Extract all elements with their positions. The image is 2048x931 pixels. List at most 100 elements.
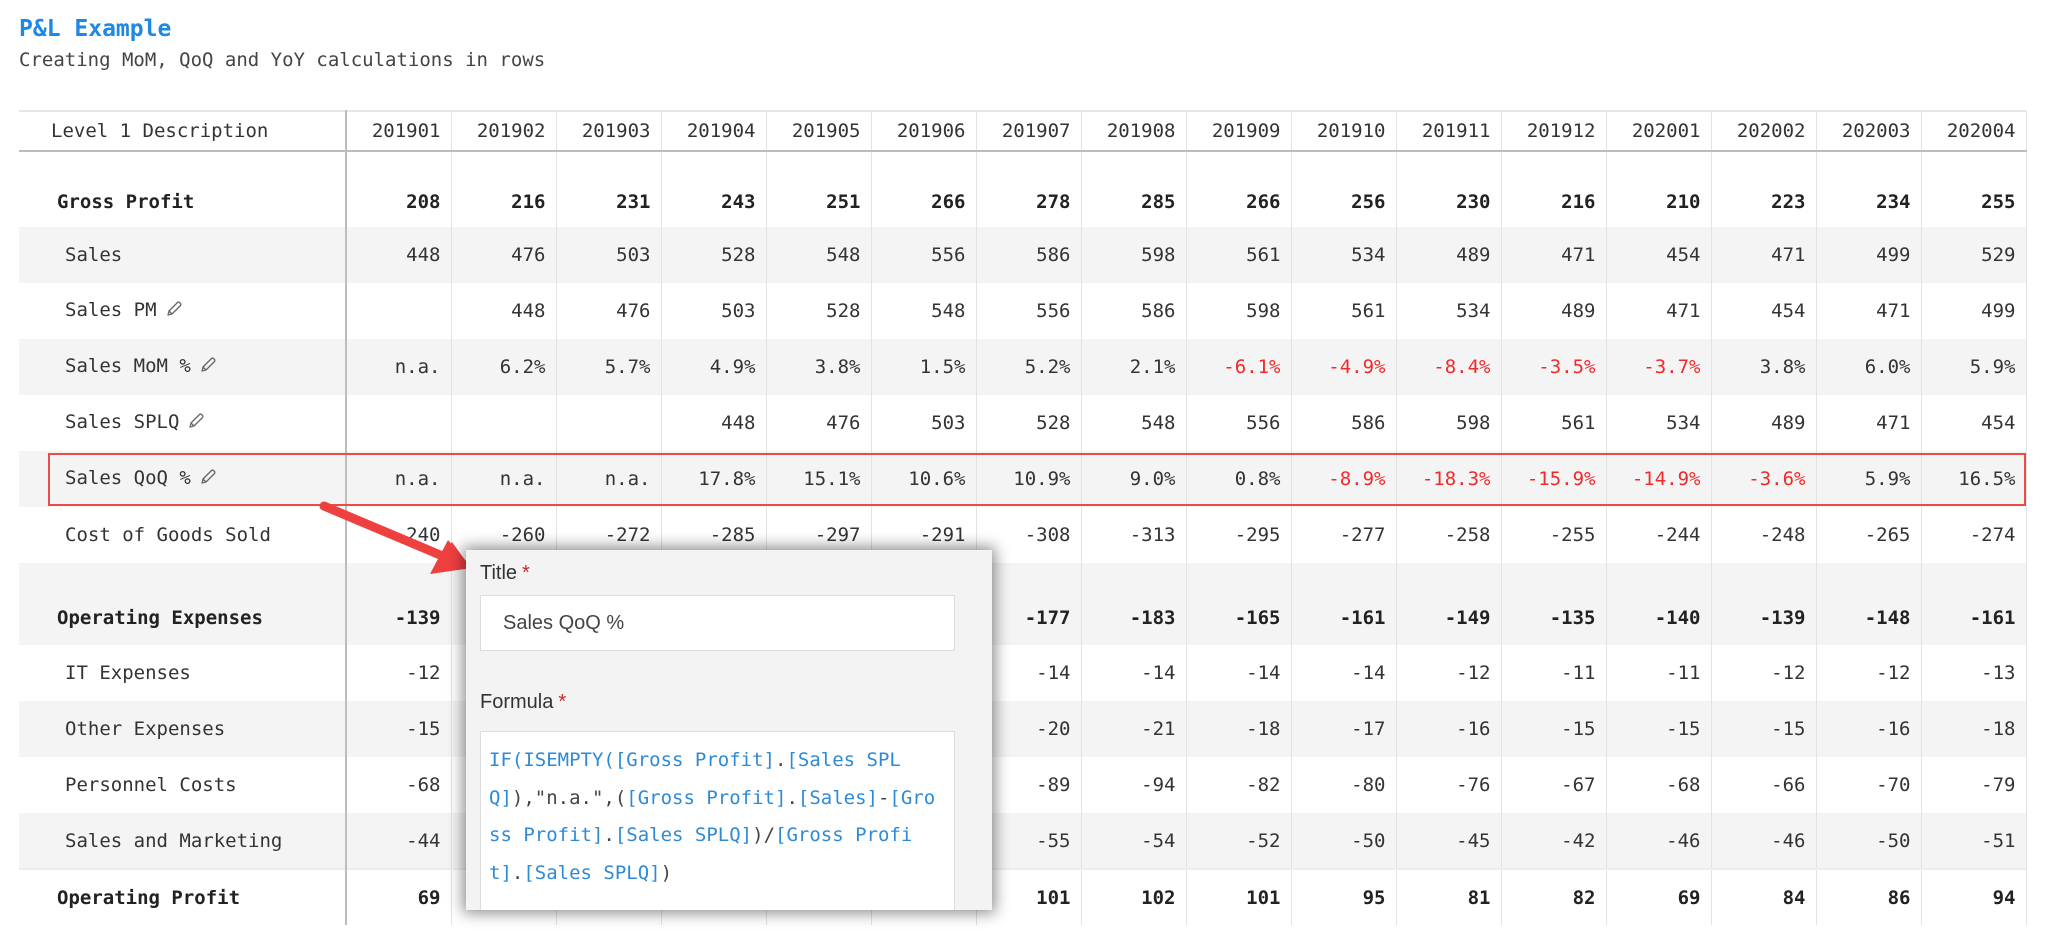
formula-token: )/ — [752, 824, 776, 846]
table-cell: 102 — [1081, 869, 1187, 925]
table-row: Sales PM 448 476 503 528 548 556 586 598 561 534 48… — [19, 283, 2027, 339]
table-cell: 448 — [661, 395, 767, 451]
table-cell: 5.2% — [976, 339, 1082, 395]
formula-token: [Sales SPLQ] — [489, 749, 901, 809]
column-header[interactable]: 202004 — [1921, 110, 2027, 152]
table-cell: -140 — [1606, 563, 1712, 645]
table-cell: -55 — [976, 813, 1082, 869]
table-cell: 210 — [1606, 151, 1712, 227]
table-cell: -14 — [1081, 645, 1187, 701]
table-cell: -12 — [1816, 645, 1922, 701]
table-cell: 69 — [1606, 869, 1712, 925]
table-cell: 586 — [1291, 395, 1397, 451]
table-cell: -20 — [976, 701, 1082, 757]
column-header[interactable]: 201908 — [1081, 110, 1187, 152]
column-header[interactable]: 201904 — [661, 110, 767, 152]
table-cell: 208 — [346, 151, 452, 227]
table-cell: 94 — [1921, 869, 2027, 925]
table-cell: n.a. — [451, 451, 557, 507]
table-cell — [346, 283, 452, 339]
table-cell — [451, 395, 557, 451]
table-cell: 586 — [976, 227, 1082, 283]
row-label-text: Operating Profit — [57, 886, 241, 909]
table-cell: -18 — [1921, 701, 2027, 757]
row-label: Sales QoQ % — [19, 451, 347, 507]
table-cell: 9.0% — [1081, 451, 1187, 507]
table-cell: -265 — [1816, 507, 1922, 563]
table-cell: 266 — [1186, 151, 1292, 227]
column-header[interactable]: 201910 — [1291, 110, 1397, 152]
table-cell: -17 — [1291, 701, 1397, 757]
table-cell: 230 — [1396, 151, 1502, 227]
pencil-icon[interactable] — [187, 412, 205, 435]
row-label-text: IT Expenses — [65, 662, 191, 684]
table-cell: 561 — [1501, 395, 1607, 451]
row-label: IT Expenses — [19, 645, 347, 701]
table-cell: -14 — [1186, 645, 1292, 701]
row-label-text: Sales PM — [65, 299, 157, 321]
column-header[interactable]: 201906 — [871, 110, 977, 152]
table-cell: -6.1% — [1186, 339, 1292, 395]
column-header[interactable]: 201912 — [1501, 110, 1607, 152]
column-header[interactable]: 202001 — [1606, 110, 1712, 152]
pnl-table: Level 1 Description 201901 201902 201903 20… — [19, 110, 2027, 925]
table-cell: 101 — [976, 869, 1082, 925]
pencil-icon[interactable] — [199, 468, 217, 491]
pnl-table-container: Level 1 Description 201901 201902 201903 20… — [19, 110, 2048, 925]
table-cell: 499 — [1921, 283, 2027, 339]
column-header-label[interactable]: Level 1 Description — [19, 110, 347, 152]
table-cell: 101 — [1186, 869, 1292, 925]
table-cell: -82 — [1186, 757, 1292, 813]
table-cell: 255 — [1921, 151, 2027, 227]
required-marker: * — [558, 691, 567, 713]
row-label: Operating Profit — [19, 869, 347, 925]
formula-token: [Sales SPLQ] — [614, 824, 753, 846]
table-cell: 528 — [661, 227, 767, 283]
table-row: Operating Profit 69 101 102 101 95 81 82 69 84 86 9… — [19, 869, 2027, 925]
table-cell: -135 — [1501, 563, 1607, 645]
row-label-text: Personnel Costs — [65, 774, 237, 796]
row-label-text: Sales and Marketing — [65, 829, 283, 852]
title-input[interactable] — [480, 595, 955, 651]
column-header[interactable]: 202003 — [1816, 110, 1922, 152]
table-cell: 534 — [1606, 395, 1712, 451]
row-label-text: Cost of Goods Sold — [65, 524, 271, 546]
table-cell: -12 — [1711, 645, 1817, 701]
pencil-icon[interactable] — [199, 356, 217, 379]
table-cell: 216 — [451, 151, 557, 227]
column-header[interactable]: 201909 — [1186, 110, 1292, 152]
table-cell: 489 — [1711, 395, 1817, 451]
row-label-text: Other Expenses — [65, 718, 226, 740]
table-cell: -240 — [346, 507, 452, 563]
table-cell: 10.6% — [871, 451, 977, 507]
column-header[interactable]: 201907 — [976, 110, 1082, 152]
formula-input[interactable]: IF(ISEMPTY([Gross Profit].[Sales SPLQ]),… — [480, 731, 955, 910]
formula-token: ISEMPTY( — [523, 749, 615, 771]
row-label: Gross Profit — [19, 151, 347, 227]
table-cell: 489 — [1396, 227, 1502, 283]
table-cell: 471 — [1816, 395, 1922, 451]
table-cell: -12 — [346, 645, 452, 701]
column-header[interactable]: 201901 — [346, 110, 452, 152]
table-cell: 69 — [346, 869, 452, 925]
column-header[interactable]: 201902 — [451, 110, 557, 152]
column-header[interactable]: 201903 — [556, 110, 662, 152]
table-cell: 278 — [976, 151, 1082, 227]
row-label: Sales SPLQ — [19, 395, 347, 451]
table-cell: -18 — [1186, 701, 1292, 757]
column-header[interactable]: 201905 — [766, 110, 872, 152]
column-header[interactable]: 202002 — [1711, 110, 1817, 152]
table-cell: 598 — [1081, 227, 1187, 283]
pencil-icon[interactable] — [165, 300, 183, 323]
table-cell — [556, 395, 662, 451]
table-cell: -16 — [1816, 701, 1922, 757]
formula-token: . — [775, 749, 787, 771]
column-header[interactable]: 201911 — [1396, 110, 1502, 152]
formula-token: [Sales] — [797, 786, 878, 809]
table-cell: -15 — [346, 701, 452, 757]
table-cell: -183 — [1081, 563, 1187, 645]
table-cell: -274 — [1921, 507, 2027, 563]
table-cell: -15 — [1711, 701, 1817, 757]
table-cell: -8.9% — [1291, 451, 1397, 507]
table-cell: n.a. — [346, 339, 452, 395]
